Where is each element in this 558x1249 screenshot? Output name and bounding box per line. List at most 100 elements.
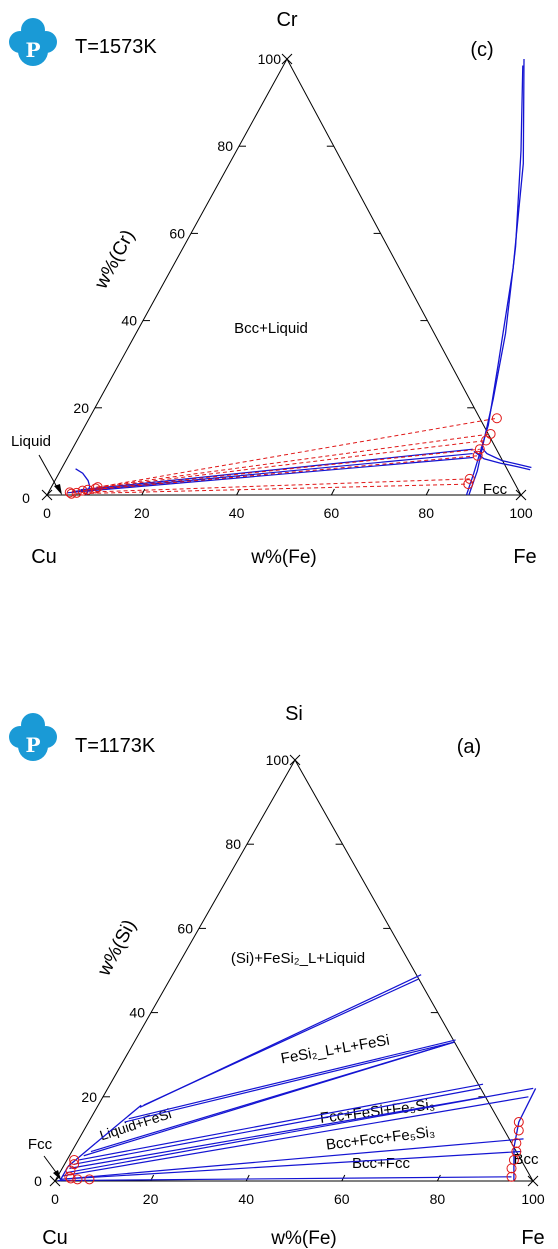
svg-text:P: P bbox=[25, 38, 40, 62]
experimental-point bbox=[84, 1174, 95, 1185]
origin-tick-label: 0 bbox=[22, 490, 30, 506]
experimental-point bbox=[491, 413, 502, 424]
temperature-label: T=1573K bbox=[75, 36, 157, 58]
experimental-point bbox=[65, 1173, 76, 1184]
experimental-point bbox=[82, 484, 93, 495]
tie-line bbox=[90, 1041, 455, 1153]
experimental-point bbox=[511, 1138, 522, 1149]
experimental-point bbox=[506, 1163, 517, 1174]
left-tick-label: 60 bbox=[177, 920, 193, 936]
bottom-tick-label: 20 bbox=[134, 505, 150, 521]
corner-label-right: Fe bbox=[513, 546, 536, 568]
tie-line bbox=[69, 1096, 486, 1169]
experimental-point bbox=[506, 1171, 517, 1182]
bottom-tick-label: 60 bbox=[334, 1191, 350, 1207]
panel-label: (a) bbox=[457, 736, 481, 758]
phase-boundary-bcc-solvus-inner bbox=[465, 58, 525, 496]
tie-line bbox=[66, 1087, 534, 1174]
tie-line bbox=[78, 1083, 484, 1161]
bottom-tick-label: 80 bbox=[430, 1191, 446, 1207]
experimental-point bbox=[513, 1117, 524, 1128]
bottom-tick-label: 80 bbox=[418, 505, 434, 521]
temperature-label: T=1173K bbox=[75, 735, 156, 757]
phase-boundary-fcc-boundary-upper bbox=[473, 450, 531, 471]
bottom-tick-label: 100 bbox=[521, 1191, 545, 1207]
bottom-tick-label: 40 bbox=[229, 505, 245, 521]
region-label-fcc: Fcc bbox=[28, 1136, 53, 1153]
experimental-point bbox=[72, 1174, 83, 1185]
corner-marker bbox=[527, 1175, 539, 1187]
experimental-tie-line bbox=[76, 483, 469, 495]
tie-line bbox=[128, 1039, 456, 1120]
tie-line bbox=[80, 448, 473, 491]
tie-line bbox=[60, 1138, 524, 1180]
left-tick-label: 80 bbox=[217, 138, 233, 154]
corner-label-top: Cr bbox=[276, 9, 297, 31]
origin-tick-label: 0 bbox=[34, 1173, 42, 1189]
liquid-pointer-arrow bbox=[38, 454, 62, 495]
experimental-point bbox=[463, 479, 474, 490]
experimental-tie-line bbox=[97, 417, 497, 488]
experimental-tie-line bbox=[81, 478, 470, 493]
corner-marker bbox=[49, 1175, 61, 1187]
fcc-pointer-arrow bbox=[43, 1155, 61, 1180]
experimental-point bbox=[69, 1154, 80, 1165]
experimental-point bbox=[464, 473, 475, 484]
bottom-tick bbox=[425, 488, 430, 496]
experimental-point bbox=[481, 435, 492, 446]
bottom-tick bbox=[330, 488, 335, 496]
experimental-point bbox=[65, 1165, 76, 1176]
tie-line bbox=[62, 1096, 529, 1177]
corner-label-right: Fe bbox=[521, 1227, 544, 1249]
left-tick-label: 20 bbox=[73, 400, 89, 416]
experimental-point bbox=[66, 488, 77, 499]
experimental-point bbox=[69, 1159, 80, 1170]
experimental-point bbox=[64, 487, 75, 498]
left-tick-label: 20 bbox=[81, 1089, 97, 1105]
corner-marker bbox=[515, 489, 527, 501]
bottom-tick bbox=[141, 488, 146, 496]
corner-marker bbox=[289, 754, 301, 766]
left-tick-label: 60 bbox=[169, 225, 185, 241]
bottom-tick bbox=[436, 1174, 441, 1182]
left-axis-label: w%(Cr) bbox=[90, 227, 139, 294]
tie-line bbox=[143, 978, 420, 1106]
panel-label: (c) bbox=[470, 39, 493, 61]
triangle-frame bbox=[46, 57, 522, 496]
phase-boundary-liquid-line-1 bbox=[95, 1104, 142, 1144]
left-tick-label: 80 bbox=[225, 836, 241, 852]
experimental-tie-line bbox=[87, 448, 480, 491]
experimental-point bbox=[513, 1125, 524, 1136]
region-label-bcc: Bcc bbox=[513, 1151, 539, 1168]
tie-line bbox=[59, 1150, 522, 1180]
corner-label-top: Si bbox=[285, 703, 303, 725]
bottom-tick-label: 0 bbox=[43, 505, 51, 521]
experimental-point bbox=[474, 444, 485, 455]
corner-marker bbox=[41, 489, 53, 501]
region-label-si-fesi2-liquid: (Si)+FeSi₂_L+Liquid bbox=[231, 950, 365, 967]
region-label-liquid: Liquid bbox=[11, 433, 51, 450]
corner-marker bbox=[281, 53, 293, 65]
experimental-point bbox=[77, 485, 88, 496]
bottom-tick-label: 20 bbox=[143, 1191, 159, 1207]
logo-icon: P bbox=[9, 18, 57, 66]
phase-boundary-fcc-boundary-lower bbox=[480, 446, 532, 469]
phase-boundary-liquid-line-2 bbox=[67, 1142, 97, 1167]
tie-line bbox=[124, 1041, 455, 1123]
ternary-panel-cr: P T=1573K (c) Cr Cu Fe w%(Fe) w%(Cr) 0 B… bbox=[9, 9, 537, 568]
left-tick-label: 40 bbox=[121, 313, 137, 329]
experimental-point bbox=[71, 487, 82, 498]
bottom-tick-label: 40 bbox=[238, 1191, 254, 1207]
corner-label-left: Cu bbox=[31, 546, 57, 568]
bottom-axis-label: w%(Fe) bbox=[250, 547, 316, 568]
experimental-point bbox=[92, 482, 103, 493]
tie-line bbox=[74, 1087, 481, 1165]
left-tick-label: 100 bbox=[258, 51, 282, 67]
left-tick-label: 100 bbox=[266, 752, 290, 768]
phase-boundary-bcc-solvus-outer bbox=[468, 65, 524, 496]
bottom-tick bbox=[245, 1174, 250, 1182]
experimental-tie-line bbox=[90, 440, 487, 489]
ternary-panel-si: P T=1173K (a) Si Cu Fe w%(Fe) w%(Si) 0 (… bbox=[9, 703, 545, 1249]
experimental-point bbox=[90, 483, 101, 494]
